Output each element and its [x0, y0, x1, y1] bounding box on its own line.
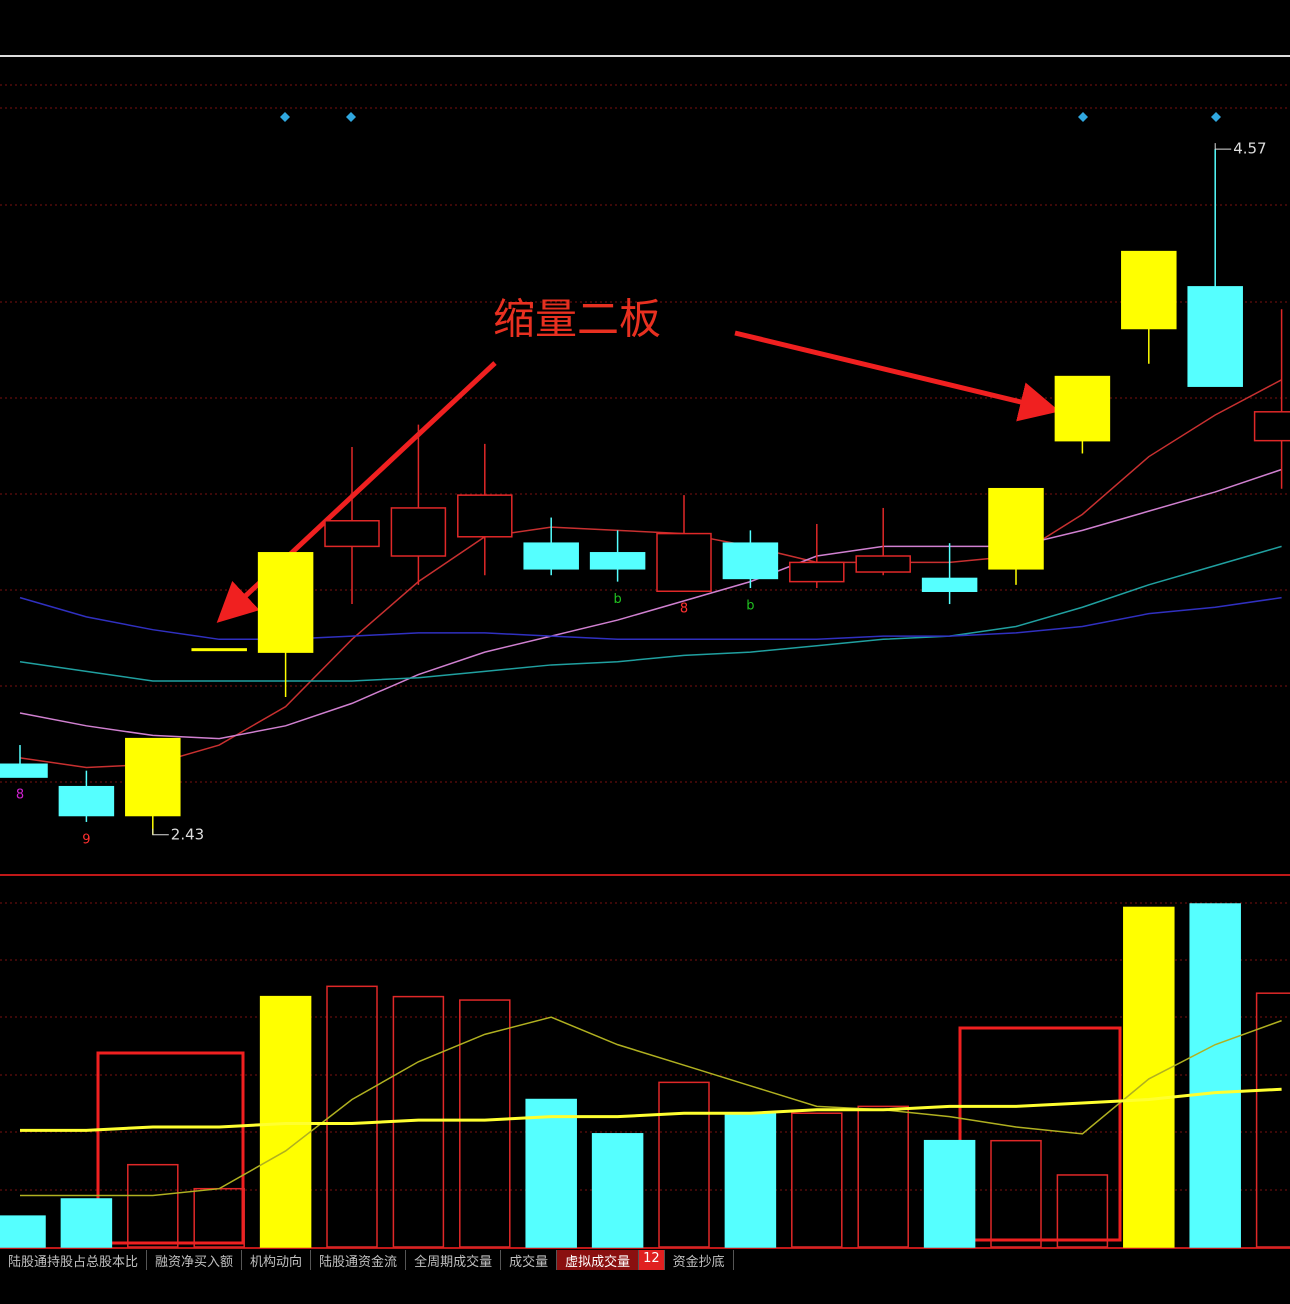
candle-mark: b: [613, 592, 621, 607]
candle-body: [523, 542, 579, 570]
tab-bar: 陆股通持股占总股本比 融资净买入额 机构动向 陆股通资金流 全周期成交量 成交量 虚拟成交量…: [0, 1250, 1290, 1270]
volume-bar: [326, 985, 378, 1248]
tab[interactable]: 全周期成交量: [406, 1250, 502, 1270]
volume-bar: [990, 1139, 1042, 1248]
candle-body: [125, 737, 181, 817]
volume-bar: [1189, 903, 1241, 1248]
candle-body: [324, 520, 380, 548]
candle-body: [656, 532, 712, 592]
volume-average: [20, 1016, 1282, 1197]
candle-body: [257, 552, 314, 653]
candle-body: [1121, 250, 1177, 330]
volume-bar: [658, 1081, 710, 1248]
volume-bar: [259, 995, 312, 1248]
candle-body: [457, 494, 513, 538]
moving-average: [19, 545, 1282, 682]
candle-mark: b: [746, 599, 754, 614]
volume-bar: [1255, 992, 1290, 1248]
tab[interactable]: 机构动向: [242, 1250, 312, 1270]
candle-body: [921, 577, 978, 592]
candle-body: [1054, 375, 1111, 442]
grid: [0, 84, 1290, 1191]
highlight-box: [96, 1051, 245, 1245]
price-pointer: [1214, 143, 1232, 150]
price-label: 4.57: [1233, 140, 1266, 158]
candle-body: [390, 507, 447, 557]
annotation-arrow: [734, 330, 1060, 422]
price-label: 2.43: [171, 825, 204, 843]
volume-bar: [60, 1198, 113, 1248]
volume-bar: [1123, 906, 1175, 1248]
candle-body: [58, 785, 115, 817]
tab[interactable]: 12: [639, 1250, 665, 1270]
candle-body: [988, 487, 1044, 570]
moving-average: [19, 379, 1282, 769]
candle-body: [722, 542, 779, 580]
candle-body: [789, 561, 845, 583]
volume-bar: [857, 1105, 909, 1248]
volume-bar: [724, 1112, 777, 1248]
volume-average: [20, 1087, 1282, 1132]
candle-mark: 8: [680, 602, 688, 617]
tab[interactable]: 虚拟成交量: [557, 1250, 640, 1270]
tab[interactable]: 资金抄底: [665, 1250, 734, 1270]
volume-bar: [193, 1187, 245, 1248]
tab[interactable]: 陆股通资金流: [311, 1250, 407, 1270]
volume-bar: [791, 1112, 843, 1248]
volume-bar: [923, 1139, 976, 1248]
moving-average: [19, 596, 1282, 641]
highlight-box: [958, 1026, 1122, 1242]
candle-body: [0, 763, 48, 778]
tab[interactable]: 陆股通持股占总股本比: [0, 1250, 148, 1270]
candle-body: [1187, 286, 1243, 387]
candle-mark: 8: [16, 788, 24, 803]
volume-bar: [127, 1163, 179, 1248]
moving-average: [19, 468, 1282, 740]
volume-bar: [591, 1133, 644, 1248]
volume-bar: [1056, 1174, 1109, 1248]
candle-body: [589, 552, 646, 570]
tab[interactable]: 融资净买入额: [147, 1250, 243, 1270]
signal-diamonds: [280, 112, 1221, 122]
annotation: 缩量二板: [493, 295, 661, 344]
volume-bar: [525, 1098, 577, 1248]
candle-mark: 9: [82, 832, 90, 847]
tab[interactable]: 成交量: [501, 1250, 558, 1270]
volume-bar: [0, 1215, 46, 1248]
volume-bar: [459, 999, 511, 1248]
price-pointer: [152, 828, 169, 836]
candle-body: [855, 555, 911, 573]
candle-body: [1253, 411, 1290, 442]
candle-body: [191, 648, 247, 652]
